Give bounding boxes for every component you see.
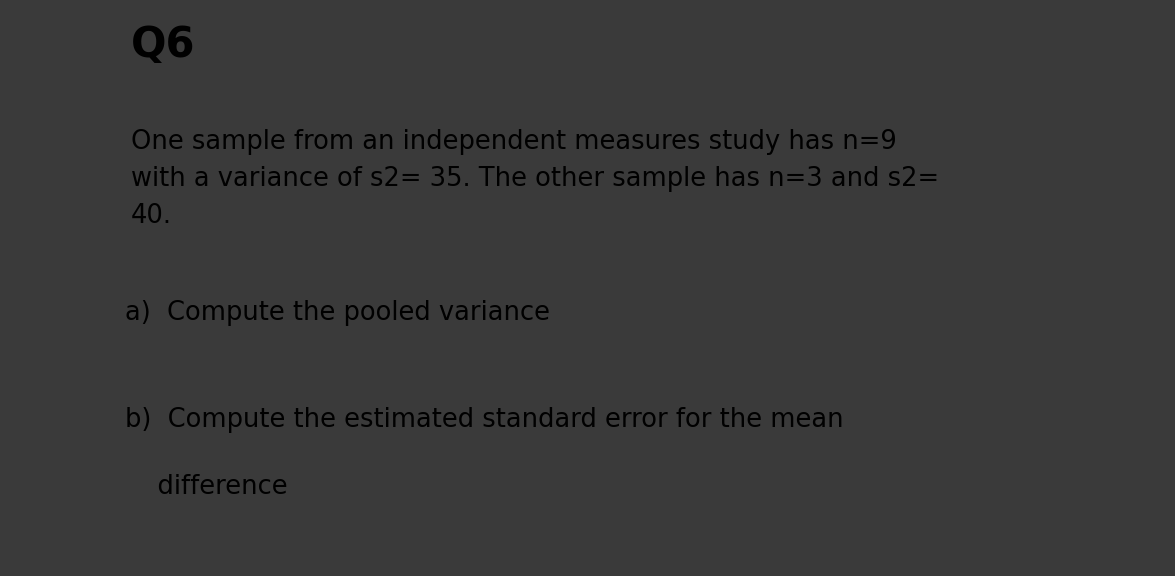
Text: a)  Compute the pooled variance: a) Compute the pooled variance (126, 300, 550, 326)
Text: b)  Compute the estimated standard error for the mean: b) Compute the estimated standard error … (126, 407, 844, 433)
Text: difference: difference (126, 474, 288, 500)
Text: One sample from an independent measures study has n=9
with a variance of s2= 35.: One sample from an independent measures … (130, 128, 939, 229)
Text: Q6: Q6 (130, 24, 195, 66)
